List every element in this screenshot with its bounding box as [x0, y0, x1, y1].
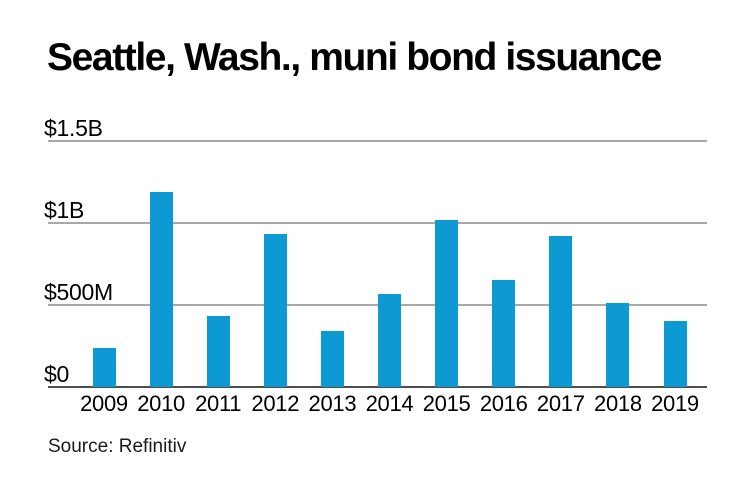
bar-2012: [263, 234, 287, 387]
x-tick-label: 2019: [651, 391, 699, 416]
bar-2010: [149, 191, 173, 387]
x-tick-label: 2013: [308, 391, 357, 416]
bar-2017: [549, 236, 573, 387]
x-tick-label: 2015: [422, 391, 471, 416]
x-axis-baseline: [48, 386, 707, 388]
x-tick-label: 2009: [80, 391, 128, 416]
chart-title: Seattle, Wash., muni bond issuance: [47, 36, 662, 79]
bar-2014: [378, 293, 401, 387]
y-tick-label: $1.5B: [44, 115, 103, 141]
source-credit: Source: Refinitiv: [48, 436, 187, 457]
bar-2013: [320, 331, 344, 387]
gridline: [48, 222, 707, 224]
y-tick-label: $1B: [44, 197, 85, 223]
x-tick-label: 2014: [365, 391, 414, 416]
x-tick-label: 2016: [479, 391, 528, 416]
plot-area: $1.5B $1B $500M $0 2009 2010 2011 2012 2013 2014 2…: [44, 116, 707, 416]
x-tick-label: 2017: [536, 391, 585, 416]
y-tick-label: $500M: [44, 279, 113, 305]
bar-2011: [206, 316, 230, 387]
bar-2015: [435, 219, 459, 387]
bar-2019: [663, 321, 687, 387]
x-tick-label: 2010: [137, 391, 185, 416]
y-tick-label: $0: [44, 361, 69, 387]
bar-2018: [606, 302, 630, 387]
x-tick-label: 2012: [251, 391, 300, 416]
x-tick-label: 2011: [195, 391, 242, 416]
gridline: [48, 304, 707, 306]
bar-2009: [92, 348, 116, 387]
x-tick-label: 2018: [594, 391, 642, 416]
gridline: [48, 140, 707, 142]
bar-2016: [492, 279, 516, 387]
